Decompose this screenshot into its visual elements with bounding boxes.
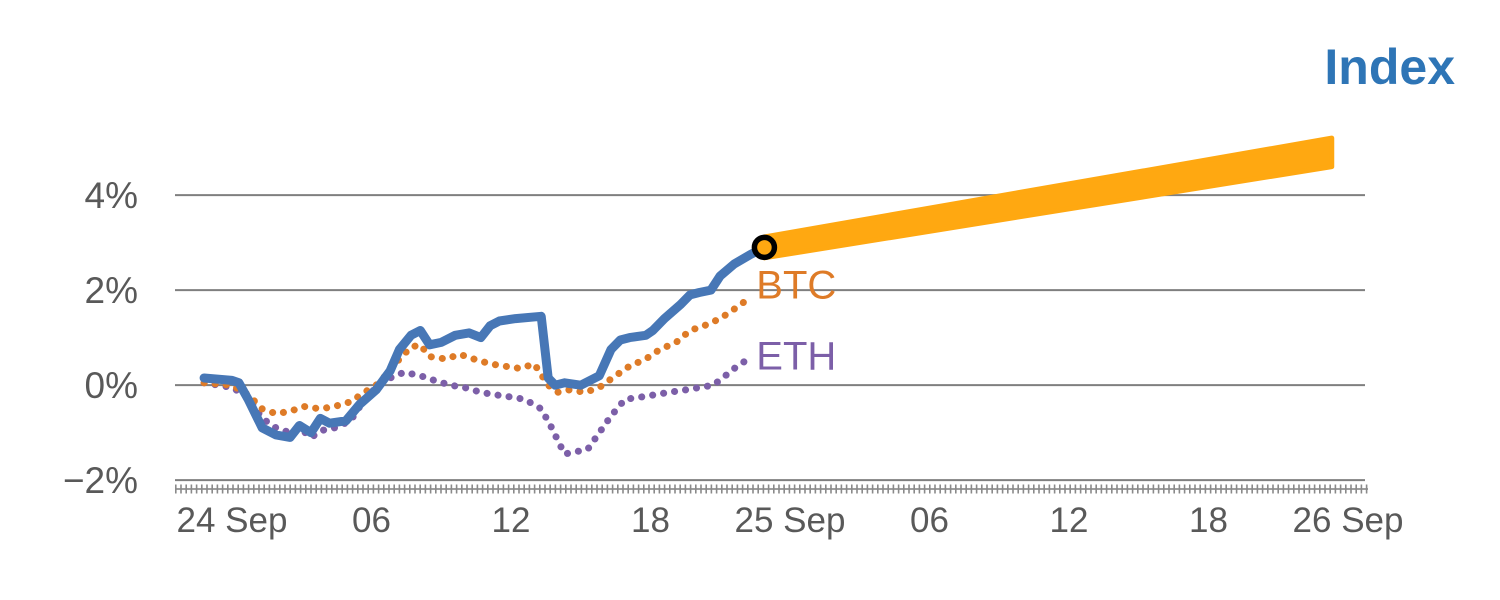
series-line-index	[199, 242, 769, 442]
x-tick-label-8: 26 Sep	[1293, 501, 1404, 540]
y-tick-label-0: 4%	[85, 175, 138, 216]
x-tick-label-0: 24 Sep	[176, 501, 287, 540]
x-tick-label-7: 18	[1189, 501, 1228, 540]
x-tick-label-4: 25 Sep	[735, 501, 846, 540]
x-tick-label-5: 06	[910, 501, 949, 540]
x-tick-label-3: 18	[631, 501, 670, 540]
chart-title: Index	[1324, 39, 1455, 95]
forecast-band	[761, 135, 1335, 261]
x-tick-label-6: 12	[1050, 501, 1089, 540]
x-tick-label-2: 12	[492, 501, 531, 540]
series-label-eth: ETH	[756, 335, 836, 379]
y-tick-label-3: −2%	[63, 460, 138, 501]
y-tick-label-2: 0%	[85, 365, 138, 406]
series-line-btc	[200, 293, 754, 418]
y-tick-label-1: 2%	[85, 270, 138, 311]
series-label-btc: BTC	[756, 263, 836, 307]
current-value-marker	[751, 234, 778, 261]
x-tick-label-1: 06	[352, 501, 391, 540]
